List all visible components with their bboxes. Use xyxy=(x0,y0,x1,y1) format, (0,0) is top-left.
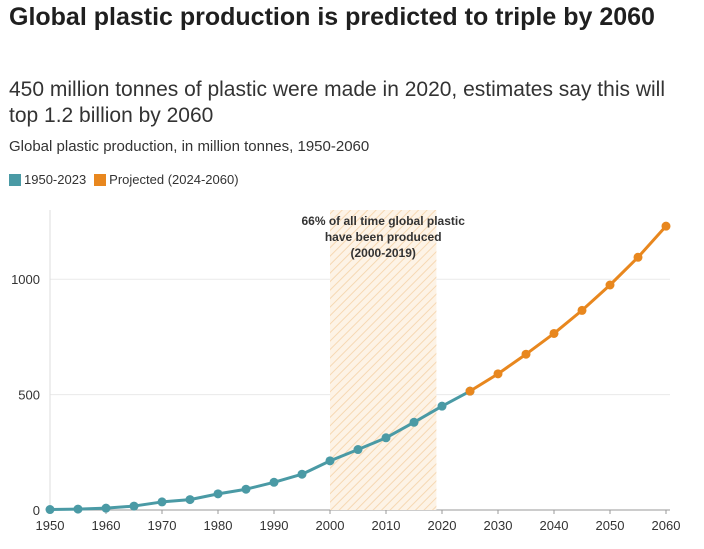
data-point xyxy=(465,386,475,396)
data-point xyxy=(73,504,83,514)
y-tick-label: 0 xyxy=(33,503,40,518)
x-tick-label: 2040 xyxy=(540,518,569,533)
data-point xyxy=(353,445,363,455)
legend-label-historical: 1950-2023 xyxy=(24,172,87,187)
legend-swatch-projected xyxy=(94,173,107,186)
data-point xyxy=(157,497,167,507)
chart-legend: 1950-2023 Projected (2024-2060) xyxy=(9,172,239,187)
data-point xyxy=(185,495,195,505)
data-point xyxy=(577,305,587,315)
annotation-text-line: have been produced xyxy=(325,230,442,244)
legend-item-projected: Projected (2024-2060) xyxy=(94,172,239,187)
chart-title: Global plastic production is predicted t… xyxy=(9,3,655,31)
series-line-historical xyxy=(49,389,471,512)
x-tick-label: 2010 xyxy=(372,518,401,533)
y-tick-label: 1000 xyxy=(11,272,40,287)
annotation-text-line: (2000-2019) xyxy=(351,246,416,260)
data-point xyxy=(381,433,391,443)
x-tick-label: 2060 xyxy=(652,518,681,533)
chart-subtitle: 450 million tonnes of plastic were made … xyxy=(9,78,665,127)
data-point xyxy=(101,503,111,513)
legend-label-projected: Projected (2024-2060) xyxy=(109,172,239,187)
series-line-projected xyxy=(469,225,668,393)
x-tick-label: 1990 xyxy=(260,518,289,533)
data-point xyxy=(437,401,447,411)
data-point xyxy=(605,280,615,290)
x-tick-label: 2000 xyxy=(316,518,345,533)
data-point xyxy=(633,252,643,262)
data-point xyxy=(45,505,55,515)
data-point xyxy=(521,349,531,359)
legend-item-historical: 1950-2023 xyxy=(9,172,86,187)
x-tick-label: 2050 xyxy=(596,518,625,533)
data-point xyxy=(129,501,139,511)
x-tick-label: 1960 xyxy=(92,518,121,533)
data-point xyxy=(493,369,503,379)
x-tick-label: 2030 xyxy=(484,518,513,533)
highlight-band-2000-2019 xyxy=(330,210,437,510)
data-point xyxy=(409,417,419,427)
legend-swatch-historical xyxy=(9,173,21,186)
data-point xyxy=(549,328,559,338)
x-tick-label: 1980 xyxy=(204,518,233,533)
chart-caption: Global plastic production, in million to… xyxy=(9,138,370,155)
data-point xyxy=(213,489,223,499)
x-tick-label: 1950 xyxy=(36,518,65,533)
x-tick-label: 1970 xyxy=(148,518,177,533)
annotation-text-line: 66% of all time global plastic xyxy=(302,214,466,228)
y-tick-label: 500 xyxy=(18,388,40,403)
x-tick-label: 2020 xyxy=(428,518,457,533)
data-point xyxy=(661,221,671,231)
data-point xyxy=(297,469,307,479)
data-point xyxy=(241,484,251,494)
data-point xyxy=(325,456,335,466)
data-point xyxy=(269,477,279,487)
